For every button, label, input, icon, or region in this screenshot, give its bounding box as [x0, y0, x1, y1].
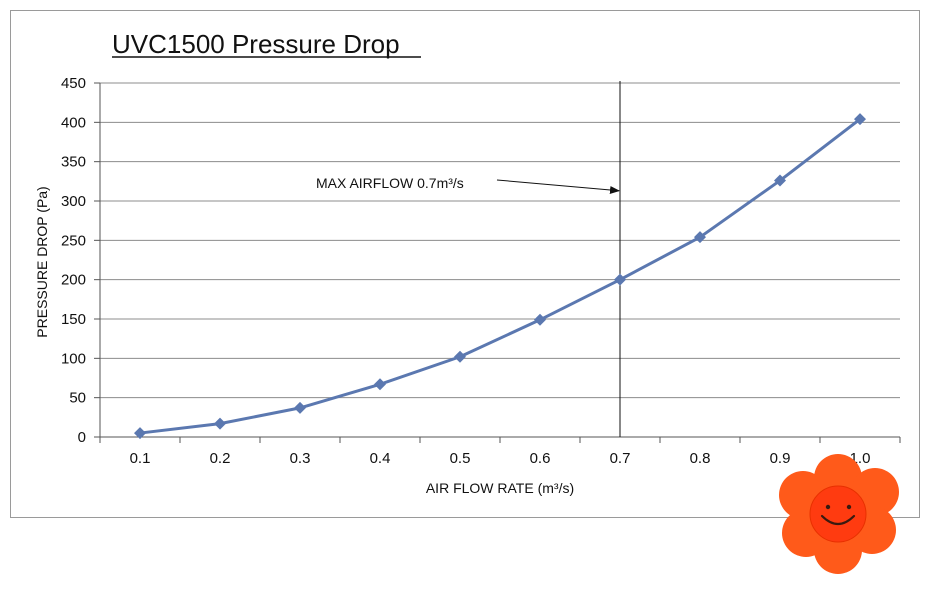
series-pressure-drop	[134, 113, 866, 440]
data-point	[134, 427, 146, 440]
x-tick-label: 0.9	[770, 450, 791, 467]
y-tick-label: 400	[61, 114, 86, 131]
y-tick-label: 350	[61, 154, 86, 171]
data-point	[614, 273, 626, 286]
y-axis-label: PRESSURE DROP (Pa)	[34, 186, 50, 337]
data-point	[374, 378, 386, 391]
y-tick-label: 0	[78, 429, 86, 446]
y-tick-label: 150	[61, 311, 86, 328]
data-point	[694, 231, 706, 244]
data-point	[294, 401, 306, 414]
y-tick-label: 50	[69, 390, 86, 407]
annotation-arrow	[496, 179, 620, 194]
y-tick-label: 100	[61, 350, 86, 367]
chart-title: UVC1500 Pressure Drop	[112, 29, 400, 59]
data-point	[534, 313, 546, 326]
x-tick-labels: 0.1 0.2 0.3 0.4 0.5 0.6 0.7 0.8 0.9 1.0	[130, 450, 871, 467]
y-tick-label: 250	[61, 232, 86, 249]
x-tick-label: 0.3	[290, 450, 311, 467]
x-tick-label: 0.6	[530, 450, 551, 467]
x-axis-label: AIR FLOW RATE (m³/s)	[426, 480, 574, 496]
y-tick-label: 300	[61, 193, 86, 210]
x-tick-label: 0.7	[610, 450, 631, 467]
x-tick-label: 0.8	[690, 450, 711, 467]
y-tick-label: 200	[61, 272, 86, 289]
max-airflow-annotation: MAX AIRFLOW 0.7m³/s	[316, 175, 464, 191]
y-tick-labels: 0 50 100 150 200 250 300 350 400 450	[61, 75, 86, 446]
x-tick-label: 0.5	[450, 450, 471, 467]
y-tick-label: 450	[61, 75, 86, 92]
data-point	[854, 113, 866, 126]
smiling-flower-icon	[779, 454, 899, 574]
x-tick-label: 0.1	[130, 450, 151, 467]
chart-frame	[10, 10, 920, 518]
x-tick-label: 0.4	[370, 450, 391, 467]
data-point	[774, 174, 786, 187]
x-tick-label: 0.2	[210, 450, 231, 467]
data-point	[454, 350, 466, 363]
axes	[99, 83, 901, 443]
gridlines	[94, 82, 900, 438]
data-point	[214, 417, 226, 430]
series-line	[139, 117, 861, 435]
